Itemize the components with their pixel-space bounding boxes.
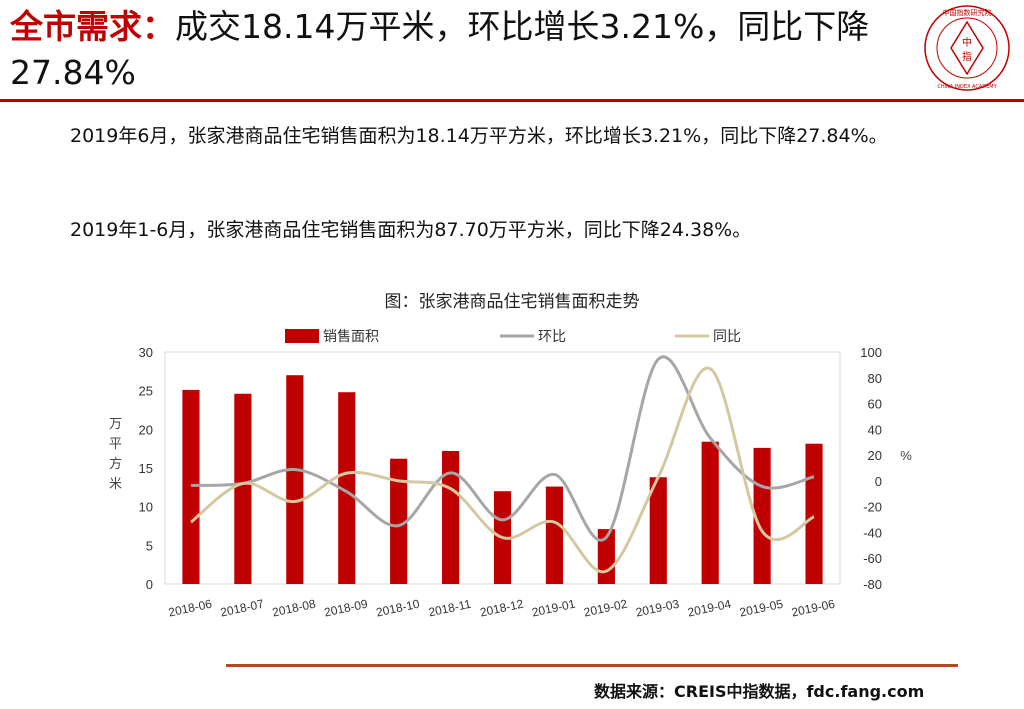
bar-sales-area (338, 392, 356, 584)
bar-sales-area (597, 529, 615, 584)
china-index-academy-logo: 中 指 中国指数研究院 CHINA INDEX ACADEMY (924, 5, 1010, 91)
chart-title: 图：张家港商品住宅销售面积走势 (384, 292, 640, 312)
bar-sales-area (649, 477, 667, 584)
logo-char-1: 中 (962, 36, 972, 49)
left-axis-tick-label: 0 (146, 577, 153, 592)
headline-lead: 全市需求： (10, 7, 175, 46)
logo-char-2: 指 (962, 50, 972, 63)
header-divider (0, 99, 1024, 102)
logo-ring-text: 中国指数研究院 (943, 8, 992, 17)
bar-sales-area (182, 389, 200, 584)
paragraph-half-year: 2019年1-6月，张家港商品住宅销售面积为87.70万平方米，同比下降24.3… (70, 219, 752, 241)
left-axis-tick-label: 15 (139, 461, 153, 476)
x-axis-tick-label: 2018-10 (375, 597, 421, 620)
x-axis-tick-label: 2018-08 (271, 597, 317, 620)
left-axis-tick-label: 20 (139, 422, 153, 437)
sales-area-chart: 0 5 10 15 20 25 30 -80 -60 -40 -20 0 20 40 60 80 100 万平方米… (109, 329, 912, 620)
left-axis-tick-label: 30 (139, 345, 153, 360)
headline-rest: 成交18.14万平米，环比增长3.21%，同比下降27.84% (10, 7, 870, 92)
right-axis-tick-label: 40 (868, 422, 882, 437)
right-axis-tick-label: 60 (868, 397, 882, 412)
x-axis-tick-label: 2019-05 (738, 597, 784, 620)
paragraph-monthly: 2019年6月，张家港商品住宅销售面积为18.14万平方米，环比增长3.21%，… (70, 125, 888, 147)
logo-bottom-text: CHINA INDEX ACADEMY (937, 84, 997, 90)
x-axis-tick-label: 2018-07 (219, 597, 265, 620)
x-axis-tick-label: 2018-12 (479, 597, 525, 620)
right-axis-tick-label: -20 (863, 500, 882, 515)
x-axis-tick-label: 2018-11 (427, 597, 472, 620)
bar-sales-area (234, 393, 252, 584)
bar-sales-area (545, 486, 563, 584)
left-axis-tick-label: 5 (146, 538, 153, 553)
right-axis-tick-label: 20 (868, 448, 882, 463)
legend-label-sales-area: 销售面积 (323, 329, 379, 345)
line-mom (190, 355, 815, 542)
bar-sales-area (286, 375, 304, 584)
x-axis-tick-label: 2019-06 (790, 597, 836, 620)
x-axis-tick-label: 2019-02 (583, 597, 629, 620)
bar-sales-area (701, 441, 719, 584)
legend-label-yoy: 同比 (713, 329, 741, 345)
right-axis-tick-label: 0 (875, 474, 882, 489)
x-axis-tick-label: 2019-03 (634, 597, 680, 620)
left-axis-title: 万平方米 (109, 417, 122, 492)
legend-label-mom: 环比 (538, 329, 566, 345)
bar-sales-area (390, 458, 408, 584)
right-axis-tick-label: -60 (863, 551, 882, 566)
x-axis-tick-label: 2018-06 (167, 597, 213, 620)
left-axis-tick-label: 10 (139, 500, 153, 515)
bar-sales-area (442, 450, 460, 584)
x-axis-tick-label: 2019-04 (686, 597, 732, 620)
right-axis-title: % (900, 448, 912, 463)
right-axis-tick-label: 80 (868, 371, 882, 386)
line-yoy (190, 366, 815, 574)
bar-sales-area (753, 447, 771, 584)
x-axis-tick-label: 2019-01 (531, 597, 577, 620)
right-axis-tick-label: -40 (863, 525, 882, 540)
headline: 全市需求：成交18.14万平米，环比增长3.21%，同比下降27.84% (10, 4, 910, 96)
left-axis-tick-label: 25 (139, 384, 153, 399)
right-axis-tick-label: 100 (860, 345, 882, 360)
bar-sales-area (805, 443, 823, 584)
x-axis-tick-label: 2018-09 (323, 597, 369, 620)
legend-swatch-sales-area (285, 329, 319, 343)
footer-divider (226, 664, 958, 667)
right-axis-tick-label: -80 (863, 577, 882, 592)
data-source: 数据来源：CREIS中指数据，fdc.fang.com (594, 682, 925, 701)
